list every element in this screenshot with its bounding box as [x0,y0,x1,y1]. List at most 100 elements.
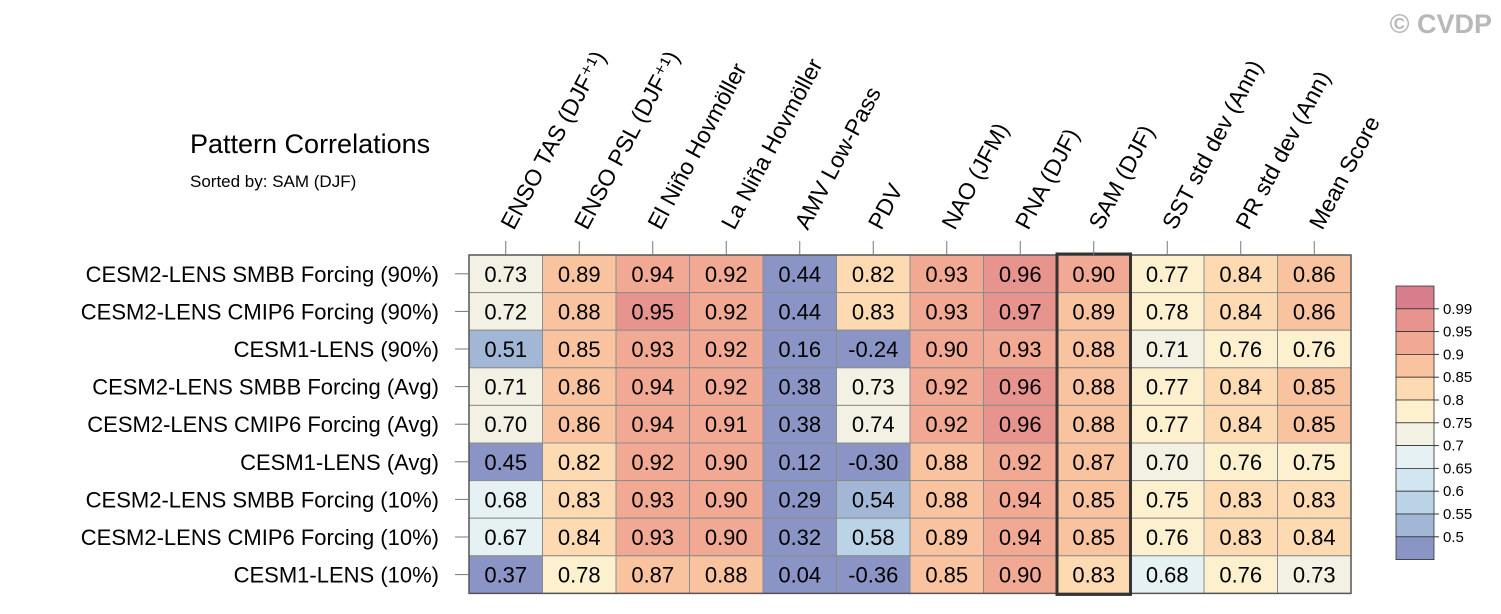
heatmap-cell [468,517,543,557]
heatmap-cells: 0.73 0.89 0.94 0.92 0.44 0.82 0.93 0.96 0.90 0.77… [468,252,1352,596]
cell-value-label: 0.93 [999,337,1042,362]
heatmap-cell [983,555,1058,594]
colorbar-swatch [1395,513,1435,538]
colorbar-swatch [1395,536,1435,560]
colorbar-label: 0.75 [1443,415,1472,432]
row-label: CESM2-LENS SMBB Forcing (10%) [86,487,439,512]
cell-value-label: 0.83 [1072,563,1115,588]
cell-value-label: 0.73 [484,262,527,287]
chart-title: Pattern Correlations [190,129,430,159]
cell-value-label: 0.84 [1219,375,1262,400]
cell-value-label: 0.86 [558,412,601,437]
heatmap-cell [1277,480,1352,519]
heatmap-cell [1056,367,1131,406]
cell-value-label: 0.54 [852,487,895,512]
colorbar-label: 0.9 [1443,346,1464,363]
heatmap-cell [1203,404,1278,444]
column-label: PDV [863,179,908,234]
heatmap-cell [762,517,837,557]
cell-value-label: 0.88 [705,563,748,588]
heatmap-cell [689,517,764,557]
cell-value-label: 0.67 [484,525,527,550]
cell-value-label: -0.30 [848,450,898,475]
heatmap-cell [983,292,1058,331]
heatmap-cell [1130,480,1205,519]
cell-value-label: 0.51 [484,337,527,362]
heatmap-cell [1056,555,1131,594]
row-label: CESM2-LENS CMIP6 Forcing (Avg) [87,412,439,437]
cell-value-label: 0.89 [1072,299,1115,324]
colorbar-swatch [1395,445,1435,469]
cell-value-label: 0.85 [1293,412,1336,437]
heatmap-cell [468,555,543,594]
heatmap-cell [836,254,911,294]
cell-value-label: 0.94 [631,412,674,437]
heatmap-cell [762,292,837,331]
colorbar-label: 0.6 [1443,483,1464,500]
heatmap-cell [1056,292,1131,331]
cell-value-label: 0.85 [558,337,601,362]
colorbar-swatch [1395,353,1435,378]
colorbar-swatch [1395,331,1435,355]
heatmap-cell [762,480,837,519]
cell-value-label: 0.92 [705,337,748,362]
heatmap-cell [762,329,837,369]
cell-value-label: 0.73 [852,375,895,400]
cell-value-label: 0.72 [484,299,527,324]
colorbar-label: 0.5 [1443,529,1464,546]
cell-value-label: 0.84 [1219,262,1262,287]
heatmap-cell [468,480,543,519]
cell-value-label: 0.92 [631,450,674,475]
cell-value-label: 0.76 [1146,525,1189,550]
cell-value-label: 0.82 [852,262,895,287]
column-label: PNA (DJF) [1010,124,1085,233]
cell-value-label: 0.83 [1219,487,1262,512]
heatmap-cell [689,292,764,331]
heatmap-cell [615,555,690,594]
cell-value-label: 0.83 [852,299,895,324]
heatmap-cell [689,555,764,594]
heatmap-cell [836,555,911,594]
cell-value-label: 0.86 [1293,262,1336,287]
cell-value-label: 0.96 [999,262,1042,287]
heatmap-cell [542,292,617,331]
cell-value-label: 0.94 [631,262,674,287]
cell-value-label: 0.96 [999,412,1042,437]
heatmap-cell [983,442,1058,482]
cell-value-label: 0.76 [1219,450,1262,475]
heatmap-cell [1130,442,1205,482]
row-label: CESM1-LENS (Avg) [240,450,439,475]
heatmap-cell [836,367,911,406]
column-label: NAO (JFM) [936,118,1014,233]
heatmap-cell [1203,480,1278,519]
cell-value-label: 0.86 [558,375,601,400]
cell-value-label: 0.88 [1072,375,1115,400]
heatmap-cell [689,367,764,406]
cell-value-label: 0.90 [999,563,1042,588]
colorbar-swatch [1395,308,1435,332]
cell-value-label: 0.77 [1146,262,1189,287]
colorbar-swatch [1395,376,1435,401]
cell-value-label: 0.70 [1146,450,1189,475]
cell-value-label: 0.84 [1293,525,1336,550]
colorbar-swatch [1395,467,1435,492]
column-label: SAM (DJF) [1083,121,1159,234]
cell-value-label: 0.74 [852,412,895,437]
cell-value-label: 0.87 [1072,450,1115,475]
cell-value-label: 0.76 [1219,563,1262,588]
cell-value-label: 0.90 [925,337,968,362]
cell-value-label: 0.86 [1293,299,1336,324]
cell-value-label: 0.89 [558,262,601,287]
cell-value-label: 0.92 [925,375,968,400]
row-label: CESM2-LENS CMIP6 Forcing (90%) [81,299,439,324]
cell-value-label: 0.92 [705,299,748,324]
heatmap-cell [909,517,984,557]
cell-value-label: 0.83 [1293,487,1336,512]
cell-value-label: 0.93 [631,487,674,512]
cell-value-label: 0.85 [925,563,968,588]
heatmap-cell [983,404,1058,444]
heatmap-cell [1277,555,1352,594]
cell-value-label: 0.77 [1146,375,1189,400]
colorbar-swatch [1395,490,1435,515]
heatmap-cell [1277,329,1352,369]
